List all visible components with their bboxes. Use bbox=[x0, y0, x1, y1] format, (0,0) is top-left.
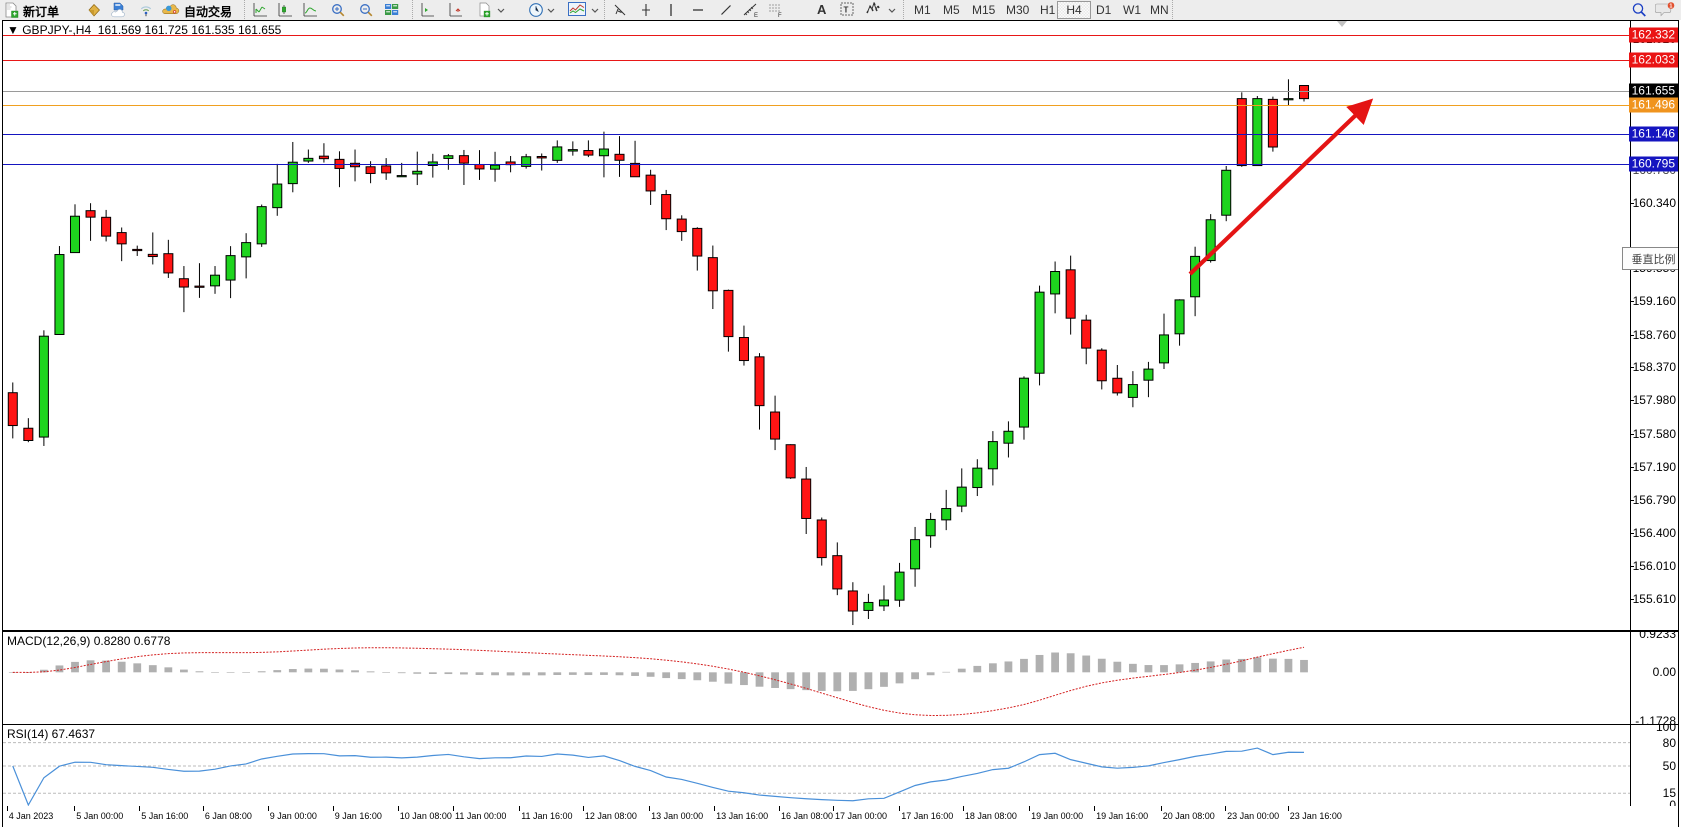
svg-text:E: E bbox=[754, 13, 758, 18]
svg-text:F: F bbox=[778, 13, 782, 18]
svg-text:T: T bbox=[844, 6, 849, 15]
svg-text:1: 1 bbox=[1669, 4, 1672, 10]
